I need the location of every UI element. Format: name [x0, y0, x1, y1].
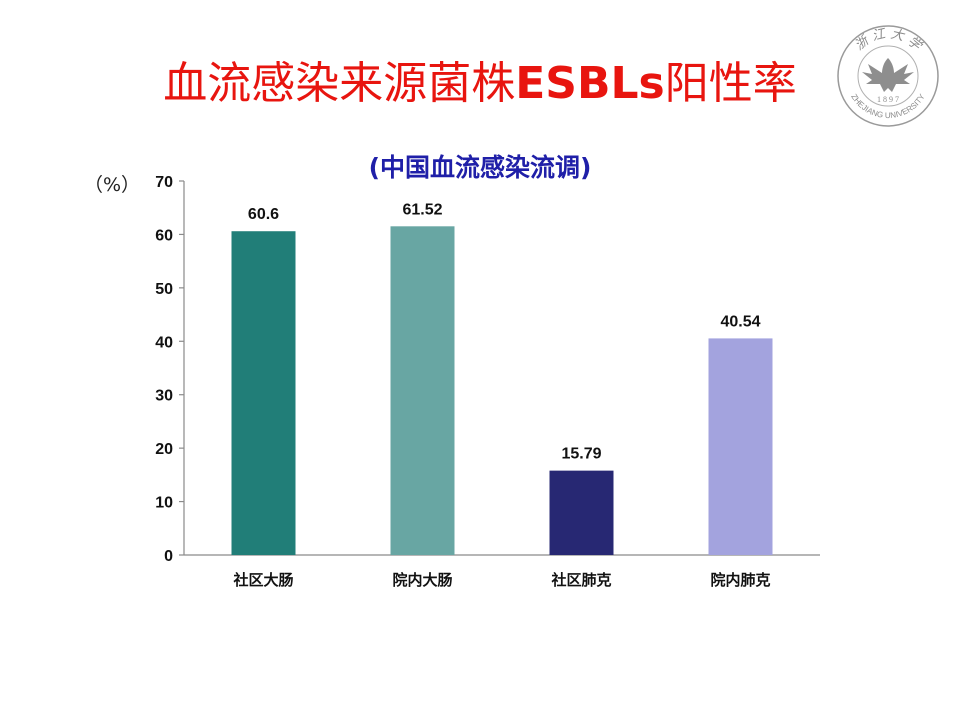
y-unit-label: （%） — [84, 174, 141, 196]
eagle-icon — [862, 58, 914, 92]
x-category-label: 院内肺克 — [710, 571, 770, 589]
bar-series — [231, 226, 773, 556]
y-tick-label: 50 — [155, 281, 173, 298]
bar — [390, 226, 455, 555]
bar-value-label: 15.79 — [561, 446, 601, 463]
y-tick-label: 10 — [155, 495, 173, 512]
category-labels: 社区大肠 院内大肠 社区肺克 院内肺克 — [232, 571, 770, 589]
bar-value-label: 40.54 — [720, 313, 760, 330]
university-logo: 浙 江 大 学 ZHEJIANG UNIVERSITY 1 8 9 7 — [832, 18, 944, 130]
x-category-label: 社区大肠 — [232, 571, 293, 589]
title-part-1: 血流感染来源菌株 — [163, 58, 516, 109]
bar — [708, 338, 773, 555]
y-tick-label: 40 — [155, 334, 173, 351]
data-labels: 60.6 61.52 15.79 40.54 — [248, 201, 761, 462]
x-category-label: 社区肺克 — [550, 571, 611, 589]
y-tick-label: 60 — [155, 227, 173, 244]
title-part-esbl: ESBLs — [515, 58, 665, 109]
logo-year-text: 1 8 9 7 — [877, 95, 899, 104]
bar-value-label: 60.6 — [248, 206, 279, 223]
y-tick-label: 30 — [155, 388, 173, 405]
y-tick-label: 0 — [164, 548, 173, 565]
x-category-label: 院内大肠 — [392, 571, 452, 589]
slide-title: 血流感染来源菌株ESBLs阳性率 — [150, 52, 810, 116]
bar — [549, 470, 614, 555]
y-axis-ticks: 0 10 20 30 40 50 60 70 — [155, 174, 184, 565]
y-tick-label: 20 — [155, 441, 173, 458]
bar-value-label: 61.52 — [402, 201, 442, 218]
y-tick-label: 70 — [155, 174, 173, 191]
title-part-2: 阳性率 — [664, 58, 797, 109]
bar — [231, 231, 296, 556]
chart-subtitle: (中国血流感染流调) — [368, 153, 592, 182]
